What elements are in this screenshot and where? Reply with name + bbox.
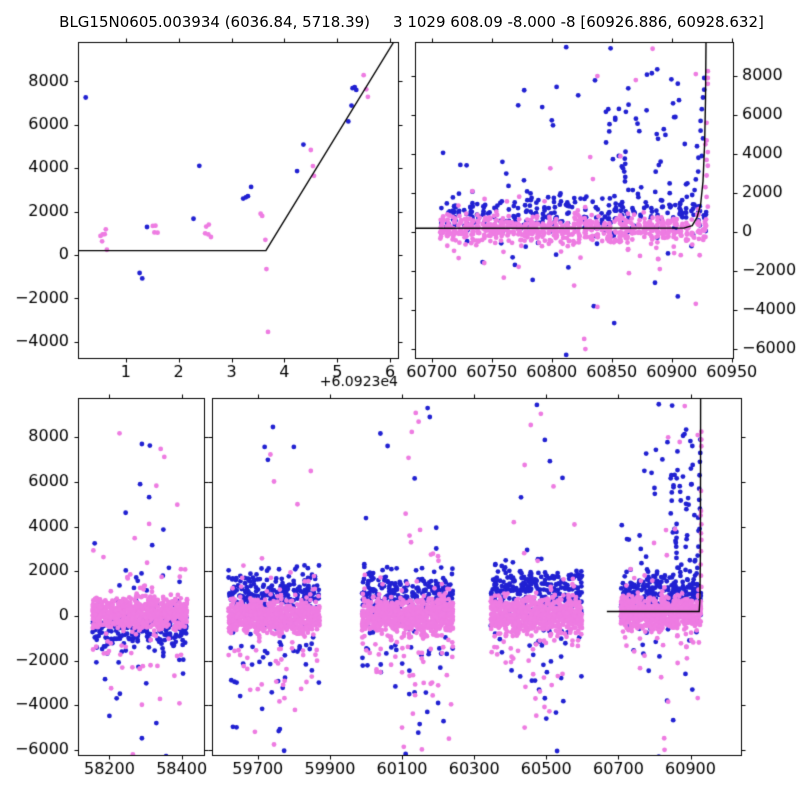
figure-title: BLG15N0605.003934 (6036.84, 5718.39) 3 1… <box>59 13 764 31</box>
figure-title-left: BLG15N0605.003934 (6036.84, 5718.39) <box>59 13 371 31</box>
figure-title-right: 3 1029 608.09 -8.000 -8 [60926.886, 6092… <box>393 13 764 31</box>
